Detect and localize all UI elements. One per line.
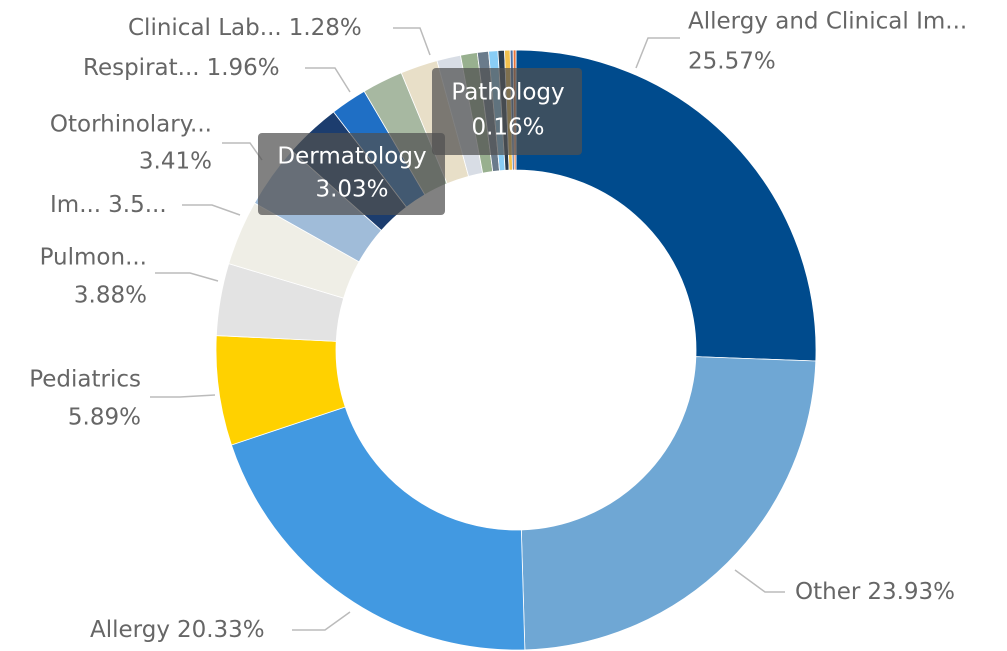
data-label-name: Allergy xyxy=(90,617,170,643)
leader-line xyxy=(393,27,431,56)
tooltip-value: 0.16% xyxy=(471,115,544,141)
leader-line xyxy=(292,611,351,631)
data-label-name: Respirat... xyxy=(83,55,200,81)
data-label-value: 1.96% xyxy=(207,55,280,81)
data-label-value: 5.89% xyxy=(68,405,141,431)
donut-slice xyxy=(515,49,817,362)
data-label-name: Other xyxy=(795,579,861,605)
data-label-name: Allergy and Clinical Im... xyxy=(688,9,967,35)
tooltip: Dermatology 3.03% xyxy=(258,133,445,215)
data-label-value: 3.5... xyxy=(108,192,167,218)
data-label: Allergy 20.33% xyxy=(90,617,265,643)
data-label: Im... 3.5... xyxy=(50,192,167,218)
data-label: Respirat... 1.96% xyxy=(83,55,280,81)
leader-line xyxy=(635,37,680,69)
tooltip-box xyxy=(432,68,582,155)
data-label-value: 3.41% xyxy=(139,149,212,175)
data-label-name: Im... xyxy=(50,192,101,218)
data-label-value: 3.88% xyxy=(74,283,147,309)
tooltip-name: Pathology xyxy=(451,80,564,106)
data-label: Other 23.93% xyxy=(795,579,955,605)
data-label-value: 23.93% xyxy=(867,579,955,605)
leader-line xyxy=(222,142,263,161)
donut-slice xyxy=(520,356,817,651)
leader-line xyxy=(305,67,351,93)
donut-slice xyxy=(230,406,526,651)
tooltip: Pathology 0.16% xyxy=(432,68,582,155)
tooltip-box xyxy=(258,133,445,215)
data-label-name: Pediatrics xyxy=(29,367,141,393)
data-label-value: 25.57% xyxy=(688,49,776,75)
data-label-value: 1.28% xyxy=(289,15,362,41)
leader-line xyxy=(155,272,219,282)
leader-line xyxy=(150,394,216,398)
data-label-name: Otorhinolary... xyxy=(50,112,212,138)
tooltip-name: Dermatology xyxy=(277,144,426,170)
leader-line xyxy=(182,204,241,216)
tooltip-value: 3.03% xyxy=(315,177,388,203)
data-label-name: Clinical Lab... xyxy=(128,15,282,41)
leader-line xyxy=(734,569,785,593)
data-label-name: Pulmon... xyxy=(40,245,147,271)
data-label: Clinical Lab... 1.28% xyxy=(128,15,362,41)
data-label-value: 20.33% xyxy=(177,617,265,643)
